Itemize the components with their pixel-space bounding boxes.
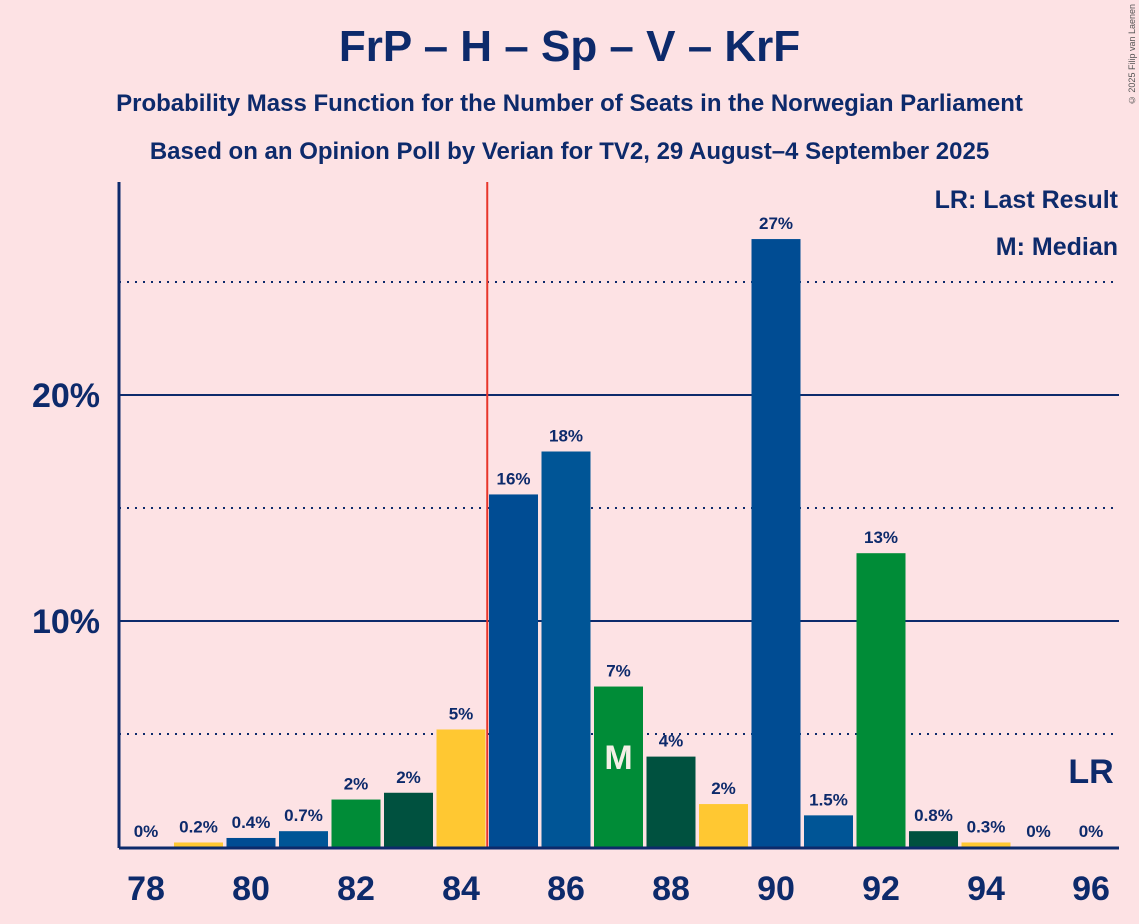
y-tick-label: 10%	[32, 603, 100, 641]
chart-title: FrP – H – Sp – V – KrF	[338, 22, 801, 71]
bar-82	[331, 799, 381, 847]
x-tick-label: 86	[547, 870, 585, 908]
x-tick-label: 84	[442, 870, 480, 908]
last-result-marker: LR	[1068, 753, 1113, 791]
bar-79	[174, 842, 223, 847]
x-tick-label: 94	[967, 870, 1005, 908]
bar-80	[226, 837, 276, 847]
data-label-94: 0.3%	[967, 817, 1006, 836]
data-label-84: 5%	[449, 704, 474, 723]
y-tick-label: 20%	[32, 377, 100, 415]
x-tick-label: 78	[127, 870, 165, 908]
bar-94	[961, 842, 1011, 847]
data-label-96: 0%	[1079, 822, 1104, 841]
data-label-88: 4%	[659, 732, 684, 751]
bar-91	[804, 815, 853, 847]
bar-92	[856, 553, 906, 847]
x-tick-label: 90	[757, 870, 795, 908]
legend-last-result: LR: Last Result	[934, 186, 1118, 214]
data-label-91: 1.5%	[809, 790, 848, 809]
bar-88	[646, 756, 696, 847]
bar-81	[279, 831, 328, 847]
x-tick-label: 82	[337, 870, 375, 908]
data-label-90: 27%	[759, 214, 793, 233]
chart-source: Based on an Opinion Poll by Verian for T…	[149, 138, 990, 165]
data-label-82: 2%	[344, 775, 369, 794]
bar-83	[384, 792, 433, 847]
bar-86	[541, 451, 591, 847]
data-label-87: 7%	[606, 662, 631, 681]
bar-84	[436, 729, 486, 847]
x-tick-label: 80	[232, 870, 270, 908]
data-label-85: 16%	[496, 469, 530, 488]
legend-median: M: Median	[995, 233, 1118, 261]
bar-87	[594, 686, 643, 847]
bar-89	[699, 804, 748, 847]
data-label-80: 0.4%	[232, 813, 271, 832]
bar-90	[751, 239, 801, 847]
median-marker: M	[604, 739, 632, 777]
x-tick-label: 92	[862, 870, 900, 908]
bar-93	[909, 831, 958, 847]
data-label-81: 0.7%	[284, 806, 323, 825]
x-tick-label: 88	[652, 870, 690, 908]
data-label-83: 2%	[396, 768, 421, 787]
data-label-93: 0.8%	[914, 806, 953, 825]
data-label-92: 13%	[864, 528, 898, 547]
data-label-79: 0.2%	[179, 817, 218, 836]
data-label-86: 18%	[549, 427, 583, 446]
data-label-95: 0%	[1026, 822, 1051, 841]
chart-subtitle: Probability Mass Function for the Number…	[116, 90, 1023, 117]
data-label-89: 2%	[711, 779, 736, 798]
bar-85	[489, 494, 538, 847]
x-tick-label: 96	[1072, 870, 1110, 908]
data-label-78: 0%	[134, 822, 159, 841]
